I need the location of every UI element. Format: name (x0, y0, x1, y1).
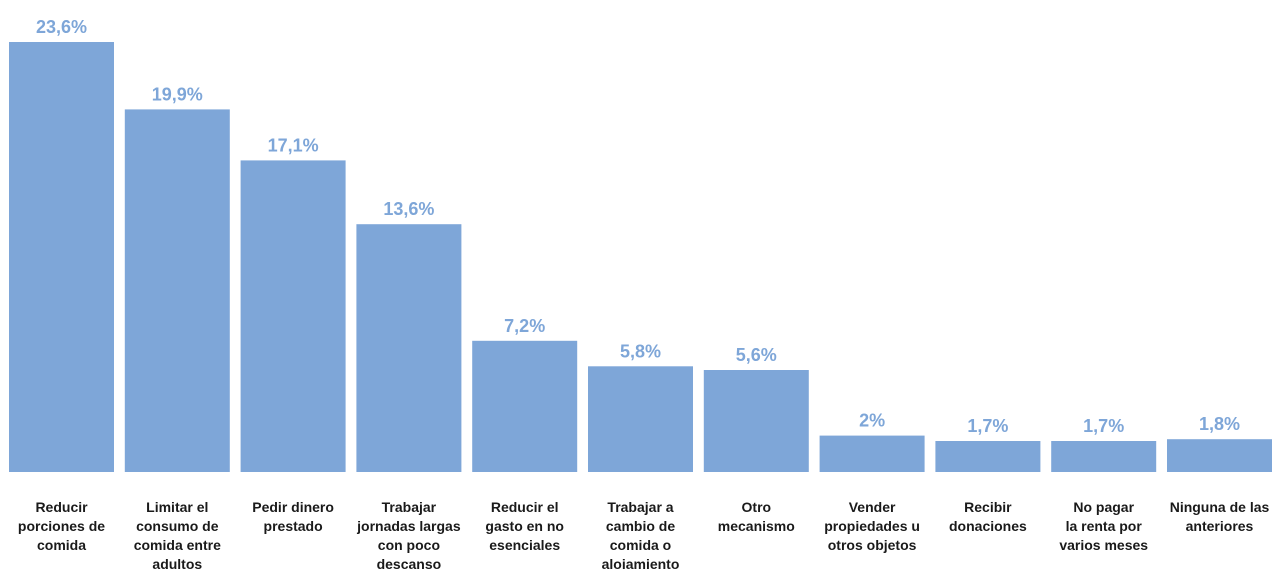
category-label-line: porciones de (18, 518, 105, 534)
category-label: Ninguna de las anteriores (1170, 499, 1270, 534)
category-label-line: Vender (849, 499, 896, 515)
category-label-line: donaciones (949, 518, 1027, 534)
bars (9, 42, 1272, 473)
category-label-line: No pagar (1073, 499, 1134, 515)
data-label: 19,9% (152, 84, 203, 104)
category-label-line: Trabajar a (607, 499, 673, 515)
bar (356, 224, 462, 472)
category-label: Otro mecanismo (718, 499, 795, 534)
data-label: 5,8% (620, 341, 661, 361)
category-label-line: esenciales (489, 537, 560, 553)
category-label-line: varios meses (1059, 537, 1148, 553)
category-label: Trabajar a cambio de comida o alojamiento (602, 499, 680, 569)
bar (240, 160, 346, 472)
category-label-line: propiedades u (824, 518, 920, 534)
data-label: 1,7% (967, 416, 1008, 436)
bar (124, 109, 230, 473)
bar (1051, 441, 1157, 472)
category-label: Trabajar jornadas largas con poco descanso (356, 499, 461, 569)
bar (1167, 439, 1272, 472)
category-label: Recibir donaciones (949, 499, 1027, 534)
bar (9, 42, 114, 472)
data-label: 23,6% (36, 17, 87, 37)
category-label-line: descanso (377, 556, 442, 569)
category-label-line: comida (37, 537, 86, 553)
data-label: 5,6% (736, 345, 777, 365)
data-label: 2% (859, 411, 885, 431)
bar (472, 340, 578, 472)
data-label: 17,1% (268, 135, 319, 155)
bar (935, 441, 1041, 472)
category-label: Reducir porciones de comida (18, 499, 105, 553)
category-label-line: Trabajar (382, 499, 437, 515)
category-label-line: otros objetos (828, 537, 917, 553)
category-label: No pagar la renta por varios meses (1059, 499, 1148, 553)
category-label: Vender propiedades u otros objetos (824, 499, 920, 553)
category-label-line: comida entre (134, 537, 221, 553)
category-label: Reducir el gasto en no esenciales (485, 499, 564, 553)
category-label-line: alojamiento (602, 556, 680, 569)
data-label: 1,8% (1199, 414, 1240, 434)
data-label: 1,7% (1083, 416, 1124, 436)
data-label: 7,2% (504, 316, 545, 336)
category-label-line: la renta por (1066, 518, 1143, 534)
category-label-line: jornadas largas (356, 518, 461, 534)
data-label: 13,6% (383, 199, 434, 219)
bar (588, 366, 693, 472)
category-label-line: anteriores (1186, 518, 1254, 534)
category-label-line: Pedir dinero (252, 499, 334, 515)
category-label-line: adultos (152, 556, 202, 569)
category-label-line: comida o (610, 537, 671, 553)
category-label-line: Reducir el (491, 499, 559, 515)
category-label-line: Reducir (35, 499, 88, 515)
category-label-line: prestado (264, 518, 323, 534)
category-label-line: Limitar el (146, 499, 208, 515)
category-label-line: con poco (378, 537, 440, 553)
category-label-line: mecanismo (718, 518, 795, 534)
category-label-line: gasto en no (485, 518, 564, 534)
category-label-line: consumo de (136, 518, 219, 534)
category-label-line: cambio de (606, 518, 675, 534)
category-label: Limitar el consumo de comida entre adultos (134, 499, 221, 569)
category-label-line: Recibir (964, 499, 1012, 515)
bar (703, 370, 809, 472)
bar (819, 435, 925, 472)
category-labels: Reducir porciones de comida Limitar el consu… (18, 499, 1270, 569)
value-labels: 23,6% 19,9% 17,1% 13,6% 7,2% 5,8% 5,6% 2% 1,7% 1,… (36, 17, 1240, 436)
category-label-line: Ninguna de las (1170, 499, 1270, 515)
category-label-line: Otro (742, 499, 772, 515)
category-label: Pedir dinero prestado (252, 499, 334, 534)
